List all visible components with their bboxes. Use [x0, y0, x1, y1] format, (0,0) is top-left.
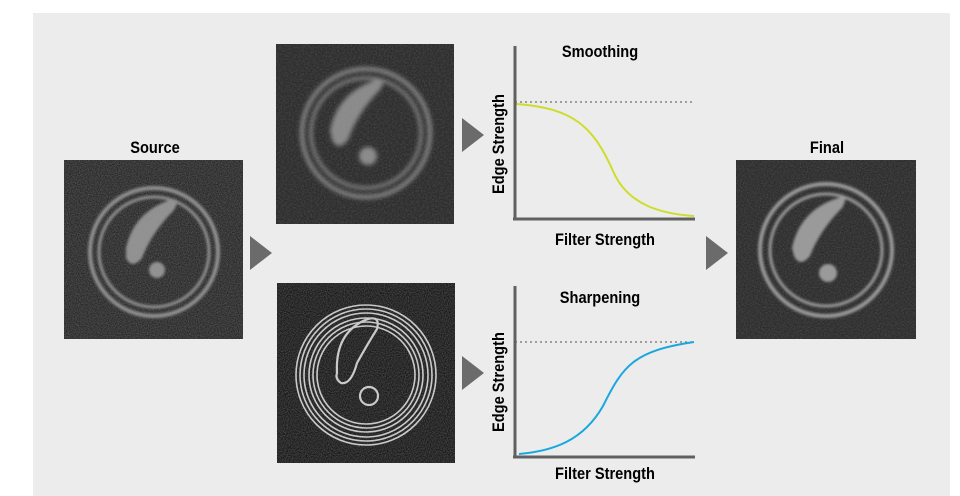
smoothing-chart-title: Smoothing [561, 42, 639, 61]
sharpening-curve [518, 341, 695, 455]
final-label: Final [809, 138, 845, 157]
smoothing-x-axis-label: Filter Strength [555, 230, 655, 249]
source-label: Source [130, 138, 180, 157]
sharpening-y-axis-label: Edge Strength [489, 332, 508, 432]
arrow-right-icon [706, 236, 728, 270]
arrow-right-icon [250, 236, 272, 270]
final-image [736, 160, 916, 339]
sharpening-x-axis-label: Filter Strength [555, 464, 655, 483]
source-image [64, 160, 243, 339]
sharpened-image [277, 283, 455, 463]
arrow-right-icon [462, 356, 484, 390]
smoothing-chart [513, 46, 695, 222]
sharpening-chart [513, 286, 695, 460]
sharpening-chart-title: Sharpening [559, 288, 641, 307]
smoothing-y-axis-label: Edge Strength [489, 94, 508, 194]
arrow-right-icon [462, 118, 484, 152]
smoothing-curve [515, 103, 695, 217]
smoothed-image [276, 44, 454, 224]
